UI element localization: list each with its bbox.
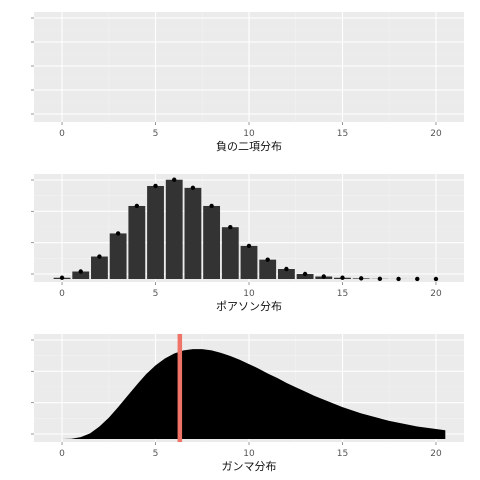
data-point — [302, 271, 308, 277]
bar — [109, 233, 127, 279]
bar — [128, 205, 146, 279]
axis-ticks — [31, 339, 437, 445]
bar — [72, 271, 90, 279]
data-point — [115, 231, 121, 236]
bar — [203, 205, 221, 279]
grid-lines — [34, 12, 464, 122]
x-tick-label: 5 — [153, 129, 159, 139]
x-tick-labels: 0 5 10 15 20 — [59, 129, 442, 139]
x-tick-label: 0 — [59, 449, 65, 459]
bar — [184, 187, 202, 279]
density-area — [52, 349, 446, 439]
x-tick-labels: 0 5 10 15 20 — [59, 289, 442, 299]
x-tick-label: 0 — [59, 289, 65, 299]
axis-ticks — [31, 179, 437, 285]
data-point — [59, 275, 65, 280]
data-point — [190, 185, 196, 191]
x-tick-label: 10 — [243, 289, 255, 299]
x-tick-label: 15 — [337, 129, 348, 139]
data-point — [358, 276, 364, 281]
x-axis-label: ガンマ分布 — [222, 460, 277, 473]
panel-negative-binomial: 0 5 10 15 20 負の二項分布 — [31, 12, 464, 153]
x-tick-label: 20 — [430, 449, 442, 459]
bar — [259, 259, 277, 279]
x-axis-label: ポアソン分布 — [216, 300, 282, 313]
data-point — [228, 224, 233, 230]
data-point — [97, 254, 102, 259]
plot-marks — [53, 177, 445, 282]
data-point — [340, 275, 345, 280]
plot-marks — [52, 334, 446, 442]
data-point — [284, 266, 289, 272]
x-tick-label: 15 — [337, 289, 348, 299]
data-point — [377, 276, 383, 282]
data-point — [321, 274, 326, 279]
x-tick-label: 15 — [337, 449, 348, 459]
axis-ticks — [31, 17, 437, 125]
data-point — [396, 276, 401, 282]
x-tick-label: 5 — [153, 449, 159, 459]
bar — [91, 256, 108, 279]
data-point — [415, 276, 420, 282]
data-point — [153, 183, 158, 189]
panel-gamma: 0 5 10 15 20 ガンマ分布 — [31, 334, 464, 473]
x-tick-labels: 0 5 10 15 20 — [59, 449, 442, 459]
data-point — [134, 203, 140, 209]
bar — [221, 227, 239, 279]
data-point — [172, 177, 177, 182]
x-tick-label: 5 — [153, 289, 159, 299]
bar — [277, 269, 295, 279]
x-tick-label: 20 — [430, 129, 442, 139]
data-point — [433, 276, 439, 282]
bar — [296, 274, 314, 279]
x-axis-label: 負の二項分布 — [216, 140, 282, 153]
data-point — [78, 269, 83, 274]
panel-poisson: 0 5 10 15 20 ポアソン分布 — [31, 174, 464, 313]
bar — [240, 245, 258, 279]
bar — [165, 179, 183, 279]
data-point — [246, 243, 252, 249]
data-point — [265, 257, 270, 262]
x-tick-label: 10 — [243, 129, 255, 139]
x-tick-label: 0 — [59, 129, 65, 139]
data-point — [209, 203, 214, 209]
x-tick-label: 10 — [243, 449, 255, 459]
bar — [147, 185, 164, 279]
x-tick-label: 20 — [430, 289, 442, 299]
